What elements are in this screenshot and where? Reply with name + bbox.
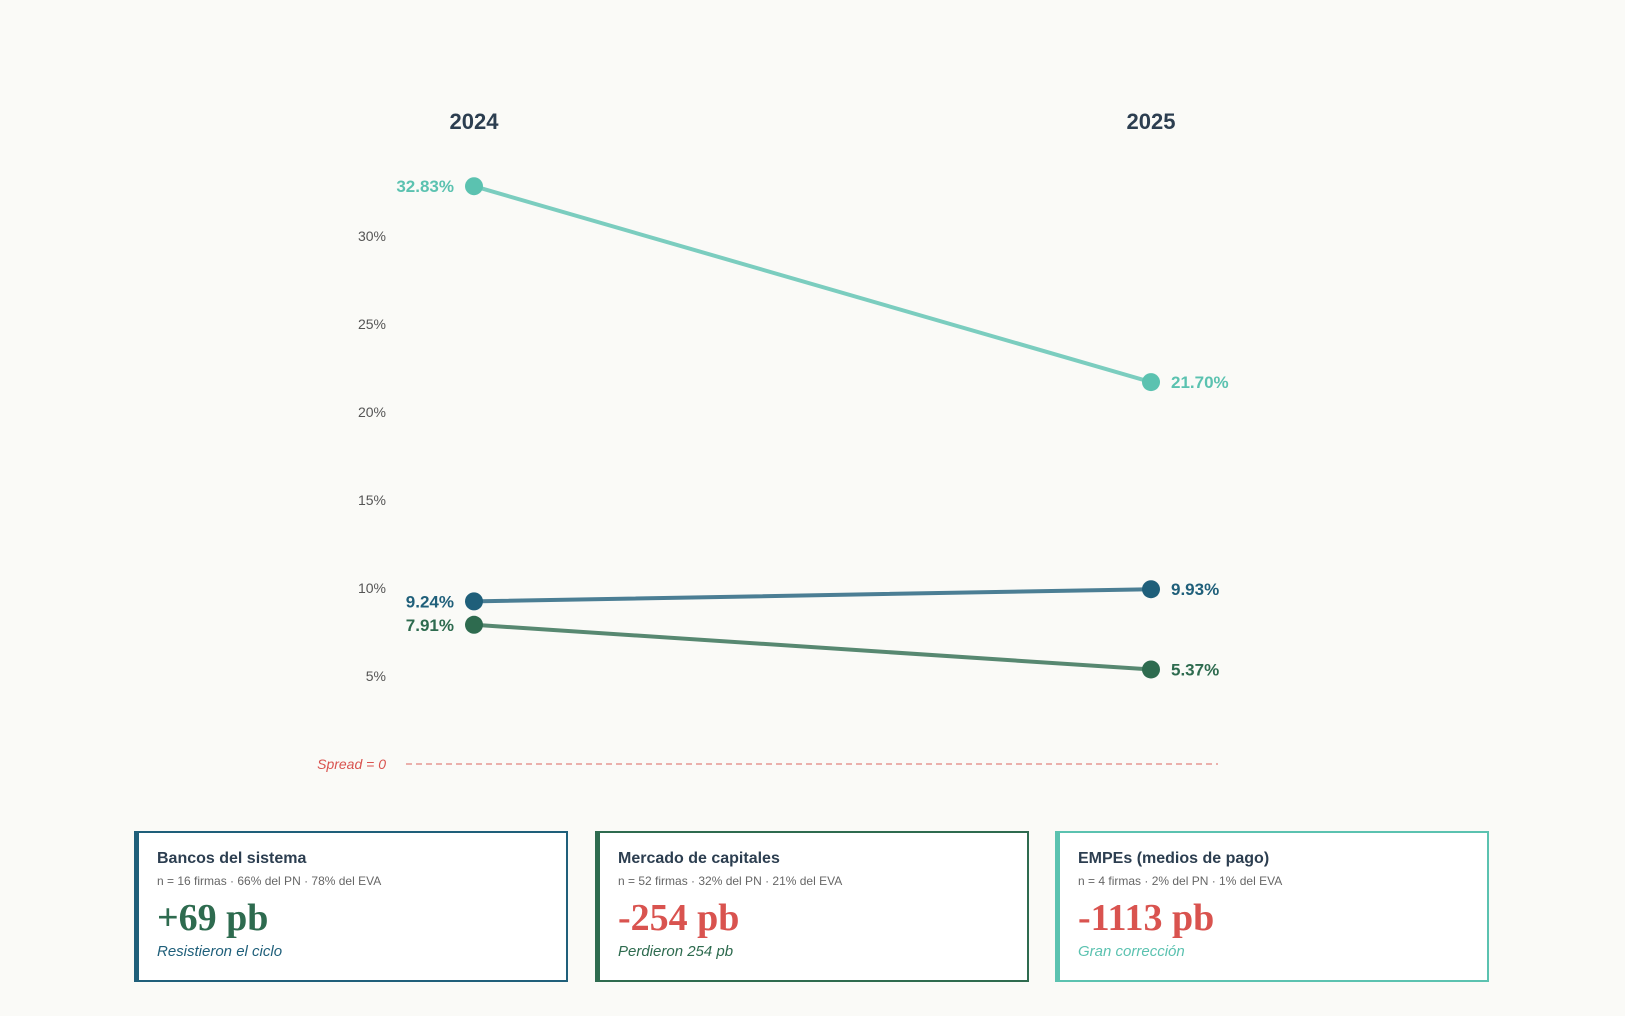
data-point-mercado [1142,660,1160,679]
card-empes: EMPEs (medios de pago) n = 4 firmas · 2%… [1055,831,1489,982]
y-tick-label: 10% [358,580,386,596]
year-label: 2025 [1127,109,1176,134]
data-point-mercado [465,615,483,634]
card-mercado: Mercado de capitales n = 52 firmas · 32%… [595,831,1029,982]
card-bancos: Bancos del sistema n = 16 firmas · 66% d… [134,831,568,982]
card-value: -1113 pb [1078,897,1215,939]
y-tick-label: 20% [358,404,386,420]
card-value: +69 pb [157,897,269,939]
data-point-empes [1142,373,1160,392]
year-label: 2024 [450,109,500,134]
y-tick-label: 5% [366,668,386,684]
card-title: Bancos del sistema [157,850,307,867]
series-line-mercado [472,622,1153,672]
slope-chart: 2024 2025 5% 10% 15% 20% 25% 30% Spread = 0 32… [317,109,1229,772]
card-note: Gran corrección [1078,943,1185,960]
data-point-bancos [1142,580,1160,599]
summary-cards: Bancos del sistema n = 16 firmas · 66% d… [134,831,1491,982]
data-point-empes [465,177,483,196]
zero-spread-label: Spread = 0 [317,756,386,772]
data-point-bancos [465,592,483,611]
y-tick-label: 15% [358,492,386,508]
data-label-bancos: 9.93% [1171,580,1219,599]
y-tick-label: 25% [358,316,386,332]
y-tick-label: 30% [358,228,386,244]
card-title: EMPEs (medios de pago) [1078,850,1270,867]
data-label-bancos: 9.24% [406,592,454,611]
data-label-mercado: 7.91% [406,616,454,635]
card-meta: n = 16 firmas · 66% del PN · 78% del EVA [157,874,382,888]
card-meta: n = 4 firmas · 2% del PN · 1% del EVA [1078,874,1283,888]
series-line-bancos [472,587,1153,604]
series-line-empes [472,184,1153,385]
card-value: -254 pb [618,897,740,939]
card-note: Perdieron 254 pb [618,943,734,960]
data-label-mercado: 5.37% [1171,660,1219,679]
card-note: Resistieron el ciclo [157,943,283,960]
data-label-empes: 21.70% [1171,373,1229,392]
card-title: Mercado de capitales [618,850,780,867]
card-meta: n = 52 firmas · 32% del PN · 21% del EVA [618,874,843,888]
data-label-empes: 32.83% [396,177,454,196]
